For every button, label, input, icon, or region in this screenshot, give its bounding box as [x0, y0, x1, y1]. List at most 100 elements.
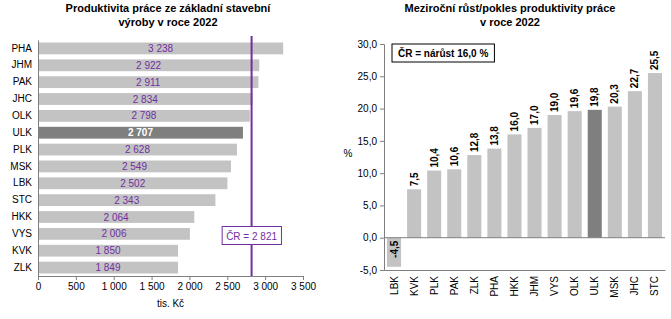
bar — [38, 59, 259, 71]
bar — [447, 169, 461, 237]
tick-label: KVK — [12, 245, 32, 256]
annotation-box — [392, 44, 494, 62]
data-label: -4,5 — [389, 240, 400, 258]
bar — [427, 171, 441, 238]
axis-line — [385, 270, 666, 271]
tick-mark — [380, 270, 384, 271]
tick: PHA — [489, 276, 500, 297]
category-axis: PHAJHMPAKJHCOLKULKPLKMSKLBKSTCHKKVYSKVKZ… — [10, 41, 38, 277]
title: výroby v roce 2022 — [118, 16, 217, 28]
tick-label: MSK — [10, 161, 32, 172]
tick: 1 000 — [102, 276, 127, 292]
tick-label: ZLK — [14, 262, 33, 273]
tick: OLK — [12, 110, 32, 121]
tick: STC — [12, 194, 32, 205]
data-label: 2 502 — [120, 178, 145, 189]
tick: MSK — [10, 161, 32, 172]
tick-mark — [38, 276, 39, 280]
axis-title: % — [344, 148, 353, 159]
data-label: 2 628 — [125, 144, 150, 155]
bar — [38, 262, 178, 274]
bar — [38, 127, 243, 139]
tick-label: OLK — [569, 276, 580, 296]
tick: KVK — [12, 245, 32, 256]
data-label: 2 707 — [128, 127, 153, 138]
tick-label: LBK — [13, 177, 32, 188]
chart: Produktivita práce ze základní stavebnív… — [10, 2, 316, 309]
tick-label: 20,0 — [358, 103, 378, 114]
tick-label: OLK — [12, 110, 32, 121]
tick: JHC — [13, 93, 32, 104]
tick-label: JHM — [529, 276, 540, 297]
tick-label: 1 500 — [140, 281, 165, 292]
tick: 2 000 — [177, 276, 202, 292]
axis-title: tis. Kč — [157, 298, 184, 309]
tick: ULK — [589, 276, 600, 296]
tick-mark — [380, 173, 384, 174]
tick: PLK — [13, 144, 32, 155]
tick-label: MSK — [609, 276, 620, 298]
canvas: Produktivita práce ze základní stavebnív… — [0, 0, 671, 319]
data-label: 17,0 — [529, 105, 540, 125]
annotation-text: ČR = nárůst 16,0 % — [398, 47, 488, 59]
data-label: 12,8 — [469, 132, 480, 152]
tick-mark — [380, 205, 384, 206]
tick: HKK — [509, 276, 520, 297]
tick-mark — [380, 141, 384, 142]
data-label: 25,5 — [649, 50, 660, 70]
tick-label: ULK — [13, 127, 33, 138]
reference-label-box — [222, 227, 281, 245]
chart: Meziroční růst/pokles produktivity práce… — [344, 2, 666, 298]
tick-label: 15,0 — [358, 136, 378, 147]
tick-mark — [380, 44, 384, 45]
tick-label: STC — [649, 276, 660, 296]
tick-mark — [303, 276, 304, 280]
bar — [568, 111, 582, 238]
tick-label: LBK — [389, 276, 400, 295]
tick: -5,0 — [360, 265, 384, 276]
tick-label: -5,0 — [360, 265, 378, 276]
reference-label: ČR = 2 821 — [222, 227, 281, 245]
bar — [588, 110, 602, 238]
tick: 0 — [36, 276, 42, 292]
data-label: 13,8 — [489, 126, 500, 146]
annotation: ČR = nárůst 16,0 % — [392, 44, 494, 62]
tick-label: 2 000 — [177, 281, 202, 292]
tick-label: HKK — [11, 211, 32, 222]
tick: 500 — [68, 276, 85, 292]
tick: 10,0 — [358, 168, 384, 179]
tick-label: JHM — [11, 59, 32, 70]
bar — [608, 107, 622, 238]
axis-line — [38, 41, 39, 277]
tick: 3 500 — [291, 276, 316, 292]
tick: 3 000 — [253, 276, 278, 292]
data-label: 2 922 — [136, 60, 161, 71]
bar — [38, 161, 231, 173]
tick-label: 3 000 — [253, 281, 278, 292]
tick: 0,0 — [363, 232, 384, 243]
data-labels: 3 2382 9222 9112 8342 7982 7072 6282 549… — [95, 43, 173, 273]
tick: PAK — [449, 276, 460, 296]
data-label: 2 798 — [131, 110, 156, 121]
tick: JHC — [629, 276, 640, 295]
data-label: 22,7 — [629, 68, 640, 88]
tick-label: 25,0 — [358, 71, 378, 82]
tick-label: 2 500 — [215, 281, 240, 292]
bar — [487, 149, 501, 238]
tick: KVK — [409, 276, 420, 296]
value-axis: 0 500 1 000 1 500 2 000 2 500 3 000 3 500 — [36, 276, 317, 292]
tick: 15,0 — [358, 136, 384, 147]
marks — [38, 43, 283, 274]
tick-mark — [152, 276, 153, 280]
tick: 25,0 — [358, 71, 384, 82]
tick-mark — [265, 276, 266, 280]
axis-line — [380, 45, 385, 271]
tick: HKK — [11, 211, 32, 222]
tick-mark — [380, 76, 384, 77]
tick-label: PHA — [11, 43, 32, 54]
tick-label: PAK — [449, 276, 460, 296]
tick: MSK — [609, 276, 620, 298]
bar — [648, 73, 662, 238]
zero-line — [384, 237, 665, 238]
tick-label: 0 — [36, 281, 42, 292]
